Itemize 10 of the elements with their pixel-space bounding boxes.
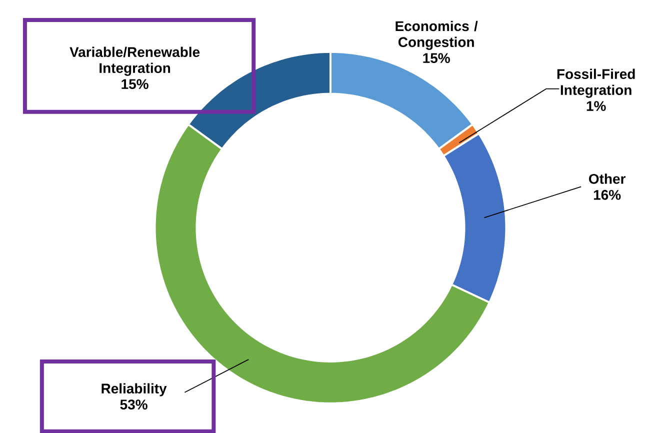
data-label: 53%	[120, 399, 148, 410]
slice-label: Fossil-Fired Integration	[557, 68, 635, 98]
slice-label: Reliability	[102, 383, 167, 396]
data-label: 15%	[423, 53, 450, 63]
data-label: 15%	[122, 78, 148, 89]
data-label: 16%	[594, 190, 621, 200]
slice-label: Other	[589, 173, 626, 184]
slice-label: Economics / Congestion	[396, 20, 478, 50]
data-label: 1%	[586, 100, 606, 111]
slice-label: Variable/Renewable Integration	[70, 46, 200, 76]
